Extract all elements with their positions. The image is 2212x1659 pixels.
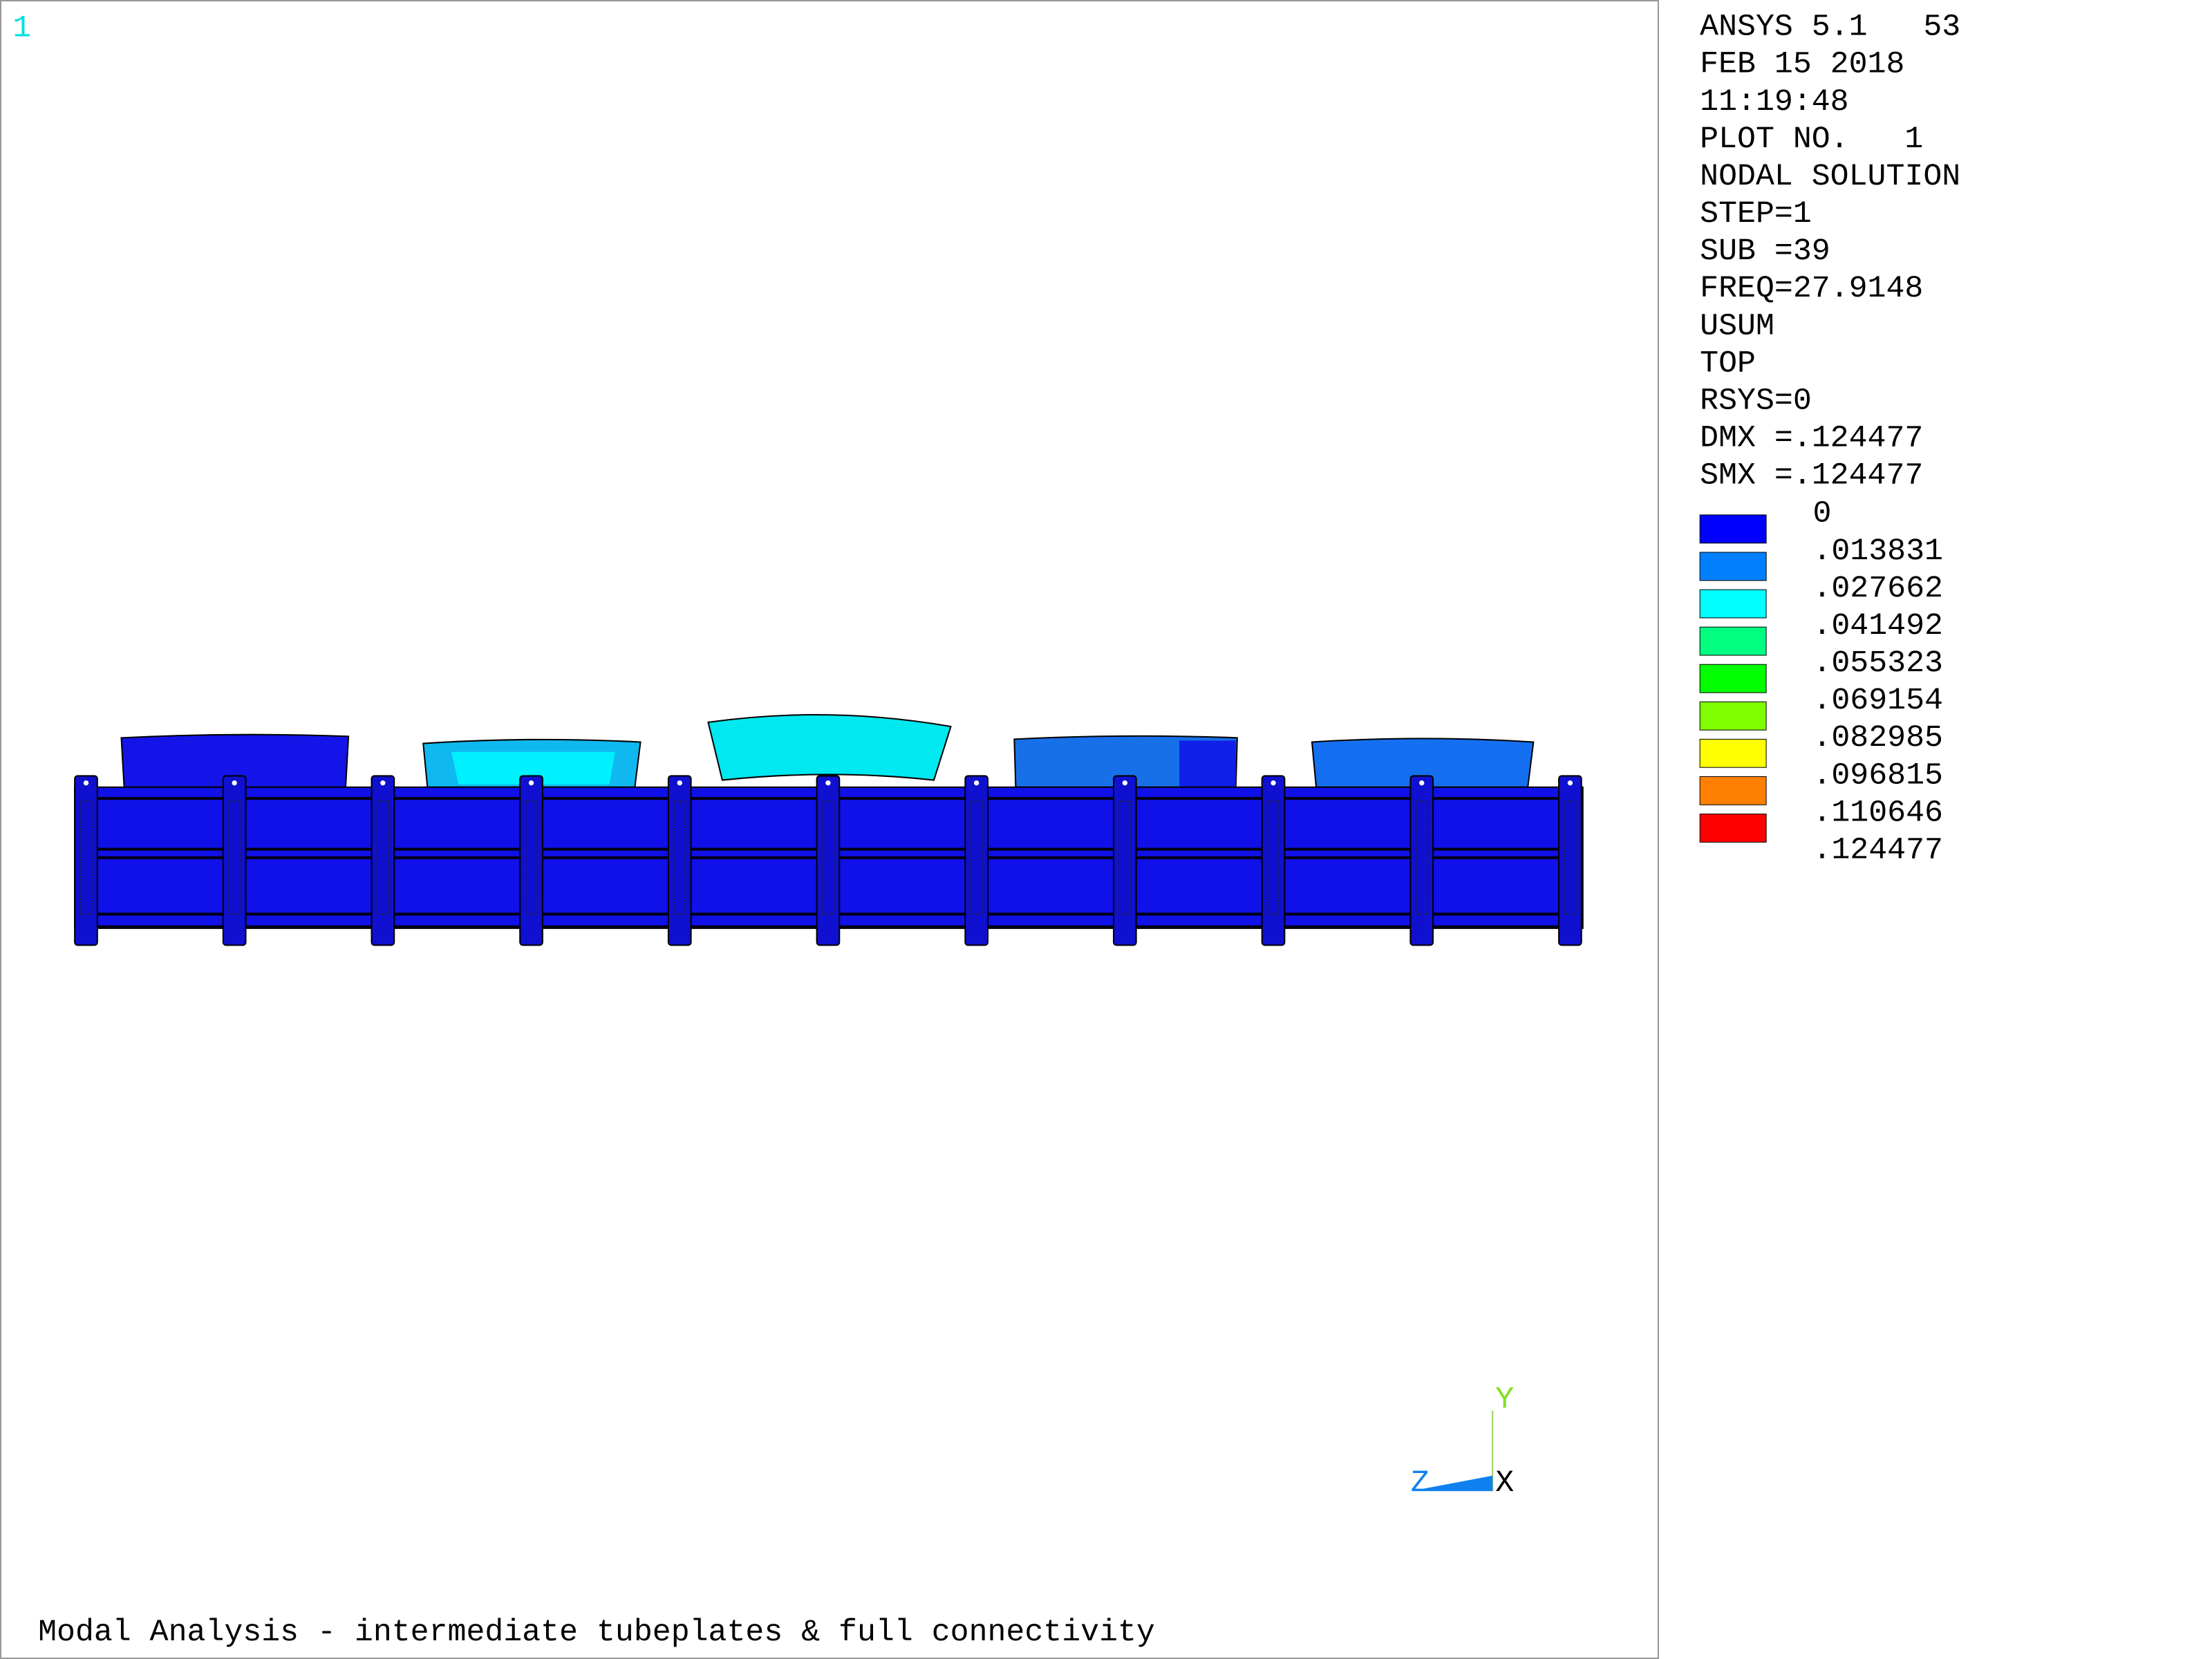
legend-label: .096815 — [1812, 758, 1943, 793]
legend-swatch — [1699, 552, 1767, 581]
post-hole — [973, 780, 980, 786]
post-mesh — [1118, 800, 1132, 915]
info-line: ANSYS 5.1 53 — [1700, 10, 1960, 45]
post-hole — [1271, 780, 1276, 786]
legend-swatch — [1699, 701, 1767, 731]
axis-x-label: X — [1495, 1466, 1514, 1501]
legend-swatch — [1699, 776, 1767, 805]
legend-label: .055323 — [1812, 646, 1943, 681]
info-line: USUM — [1700, 309, 1774, 344]
info-line: STEP=1 — [1700, 197, 1812, 232]
post-hole — [528, 780, 534, 786]
model — [74, 714, 1584, 946]
legend-swatch — [1699, 626, 1767, 656]
post-mesh — [525, 800, 538, 915]
post-hole — [1122, 780, 1128, 786]
legend-swatch — [1699, 814, 1767, 843]
axis-triad: Y Z X — [1410, 1382, 1514, 1501]
axis-z-label: Z — [1411, 1466, 1430, 1501]
legend-swatch — [1699, 589, 1767, 619]
post-hole — [677, 780, 682, 786]
legend-label: .069154 — [1812, 684, 1943, 718]
legend-swatch — [1699, 514, 1767, 544]
post — [1113, 775, 1137, 946]
post-hole — [380, 780, 386, 786]
post-mesh — [970, 800, 983, 915]
window-number: 1 — [12, 12, 31, 46]
caption: Modal Analysis - intermediate tubeplates… — [38, 1615, 1155, 1650]
post-mesh — [1415, 800, 1428, 915]
legend-label: .110646 — [1812, 796, 1943, 830]
info-line: SMX =.124477 — [1700, 459, 1923, 494]
contour-legend: 0.013831.027662.041492.055323.069154.082… — [1699, 497, 1943, 868]
info-line: TOP — [1700, 346, 1756, 381]
info-line: NODAL SOLUTION — [1700, 160, 1960, 194]
legend-label: .013831 — [1812, 534, 1943, 569]
info-line: 11:19:48 — [1700, 85, 1848, 120]
info-line: PLOT NO. 1 — [1700, 122, 1923, 157]
post-hole — [1567, 780, 1573, 786]
info-line: FREQ=27.9148 — [1700, 272, 1923, 306]
info-line: FEB 15 2018 — [1700, 48, 1904, 82]
post-hole — [1419, 780, 1425, 786]
legend-label: .124477 — [1812, 833, 1943, 868]
post-hole — [83, 780, 89, 786]
legend-label: .082985 — [1812, 721, 1943, 756]
legend-swatch — [1699, 664, 1767, 693]
post-mesh — [376, 800, 390, 915]
post-mesh — [227, 800, 241, 915]
post-hole — [232, 780, 237, 786]
legend-label: .027662 — [1812, 572, 1943, 606]
info-line: SUB =39 — [1700, 234, 1830, 269]
post-hole — [825, 780, 831, 786]
post-mesh — [1564, 800, 1577, 915]
legend-label: .041492 — [1812, 609, 1943, 644]
info-line: RSYS=0 — [1700, 384, 1812, 418]
post-mesh — [79, 800, 93, 915]
info-line: DMX =.124477 — [1700, 422, 1923, 456]
post-mesh — [1266, 800, 1280, 915]
post-mesh — [821, 800, 835, 915]
post-mesh — [673, 800, 686, 915]
axis-y-label: Y — [1495, 1382, 1514, 1417]
legend-label: 0 — [1812, 497, 1831, 532]
legend-swatch — [1699, 738, 1767, 768]
